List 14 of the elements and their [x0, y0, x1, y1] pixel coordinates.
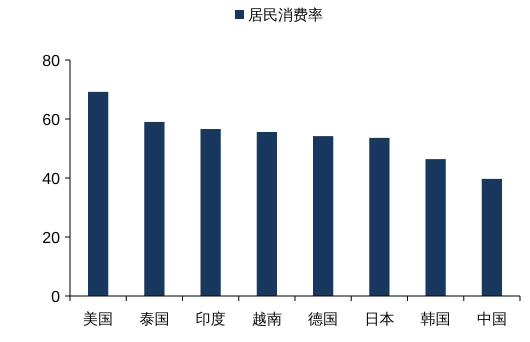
y-tick-label: 0 — [51, 289, 60, 306]
y-tick-label: 80 — [42, 53, 60, 70]
y-tick-label: 60 — [42, 112, 60, 129]
y-tick-label: 40 — [42, 171, 60, 188]
x-tick-label: 美国 — [83, 311, 114, 328]
legend-label: 居民消费率 — [248, 7, 323, 24]
x-tick-label: 泰国 — [139, 312, 170, 328]
x-tick-label: 印度 — [196, 311, 226, 328]
x-tick-label: 德国 — [308, 312, 338, 328]
y-tick-label: 20 — [42, 230, 60, 247]
x-tick-label: 越南 — [252, 311, 282, 328]
x-tick-label: 中国 — [476, 311, 507, 328]
x-tick-label: 韩国 — [420, 311, 451, 328]
x-tick-label: 日本 — [364, 311, 394, 328]
